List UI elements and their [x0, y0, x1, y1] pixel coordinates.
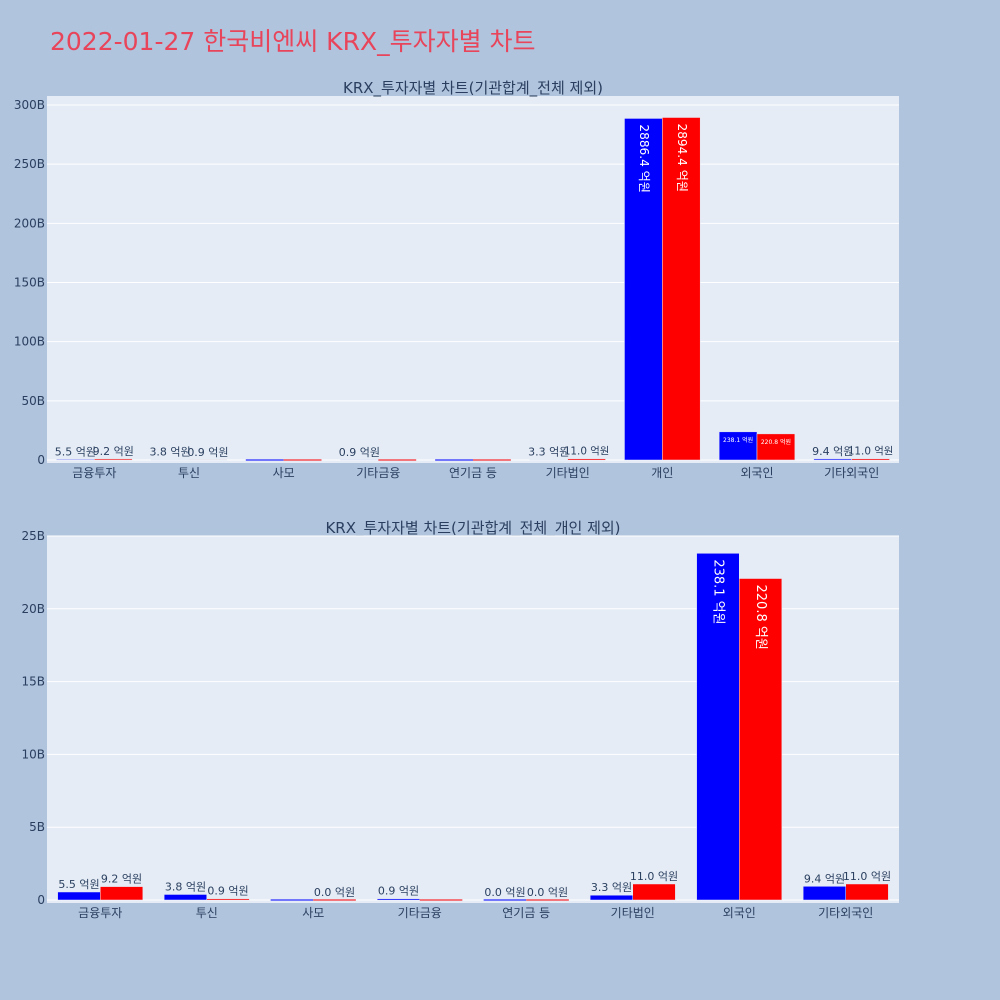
- data-label: 0.0 억원: [314, 886, 355, 899]
- y-tick-label: 25B: [21, 529, 45, 543]
- chart-all-investors: KRX_투자자별 차트(기관합계_전체 제외) 0 50B 100B 150B 200B 2…: [14, 79, 899, 480]
- bar: [662, 117, 701, 461]
- x-tick-label: 기타외국인: [818, 906, 873, 920]
- data-label: 11.0 억원: [843, 870, 891, 883]
- bar: [57, 891, 101, 901]
- y-tick-label: 100B: [14, 335, 45, 349]
- data-label: 11.0 억원: [630, 870, 678, 883]
- bar: [756, 433, 796, 461]
- bar: [851, 458, 890, 461]
- data-label: 9.4 억원: [812, 445, 853, 458]
- y-tick-label: 0: [37, 453, 45, 467]
- x-tick-label: 기타법인: [546, 466, 590, 480]
- bar: [589, 894, 634, 901]
- y-tick-label: 250B: [14, 157, 45, 171]
- bar: [94, 458, 133, 461]
- bar: [376, 898, 420, 901]
- chart-title: KRX_투자자별 차트(기관합계_전체_개인 제외): [325, 519, 620, 538]
- x-tick-label: 투신: [178, 466, 200, 480]
- data-label: 5.5 억원: [58, 878, 99, 891]
- data-label: 9.4 억원: [804, 872, 845, 885]
- x-tick-label: 금융투자: [78, 906, 122, 920]
- x-tick-label: 금융투자: [72, 466, 116, 480]
- data-label: 0.9 억원: [378, 885, 419, 898]
- x-tick-label: 투신: [196, 906, 218, 920]
- data-label: 0.9 억원: [207, 885, 248, 898]
- x-tick-label: 외국인: [723, 906, 756, 920]
- page-title: 2022-01-27 한국비엔씨 KRX_투자자별 차트: [50, 27, 536, 56]
- x-tick-label: 연기금 등: [502, 906, 550, 920]
- data-label: 238.1 억원: [710, 559, 725, 624]
- x-tick-label: 사모: [302, 906, 324, 920]
- x-tick-label: 기타금융: [356, 466, 400, 480]
- data-label: 3.3 억원: [528, 446, 569, 459]
- data-label: 2894.4 억원: [675, 123, 689, 192]
- bar: [100, 886, 144, 901]
- data-label: 9.2 억원: [93, 445, 134, 458]
- bar: [567, 458, 606, 461]
- bar: [632, 883, 676, 901]
- y-tick-label: 20B: [21, 602, 45, 616]
- data-label: 3.8 억원: [149, 446, 190, 459]
- data-label: 11.0 억원: [848, 446, 894, 458]
- bar: [206, 898, 250, 901]
- data-label: 9.2 억원: [101, 873, 142, 886]
- y-tick-label: 10B: [21, 747, 45, 761]
- y-tick-label: 300B: [14, 98, 45, 112]
- data-label: 220.8 억원: [753, 585, 768, 650]
- bar: [802, 886, 847, 901]
- bar: [163, 894, 207, 901]
- data-label: 0.9 억원: [339, 446, 380, 459]
- y-tick-label: 5B: [29, 820, 45, 834]
- bar: [845, 883, 889, 901]
- bar: [696, 553, 740, 901]
- data-label: 220.8 억원: [761, 438, 791, 446]
- data-label: 5.5 억원: [55, 445, 96, 458]
- bar: [624, 118, 663, 461]
- y-tick-label: 0: [37, 893, 45, 907]
- y-tick-label: 150B: [14, 276, 45, 290]
- y-tick-label: 15B: [21, 675, 45, 689]
- chart-title: KRX_투자자별 차트(기관합계_전체 제외): [343, 79, 603, 98]
- y-tick-label: 50B: [21, 394, 45, 408]
- data-label: 0.0 억원: [484, 886, 525, 899]
- y-tick-label: 200B: [14, 216, 45, 230]
- data-label: 3.3 억원: [591, 881, 632, 894]
- data-label: 0.0 억원: [527, 886, 568, 899]
- x-tick-label: 연기금 등: [449, 466, 497, 480]
- x-tick-label: 기타금융: [398, 906, 442, 920]
- bar: [718, 431, 758, 461]
- data-label: 238.1 억원: [723, 436, 753, 444]
- data-label: 11.0 억원: [564, 446, 610, 458]
- x-tick-label: 사모: [273, 466, 295, 480]
- x-tick-label: 외국인: [740, 466, 773, 480]
- bar: [739, 578, 783, 901]
- data-label: 2886.4 억원: [637, 124, 651, 193]
- x-tick-label: 기타법인: [611, 906, 655, 920]
- x-tick-label: 기타외국인: [824, 466, 879, 480]
- data-label: 3.8 억원: [165, 880, 206, 893]
- x-tick-label: 개인: [651, 466, 673, 480]
- data-label: 0.9 억원: [187, 446, 228, 459]
- plot-area: [47, 96, 899, 463]
